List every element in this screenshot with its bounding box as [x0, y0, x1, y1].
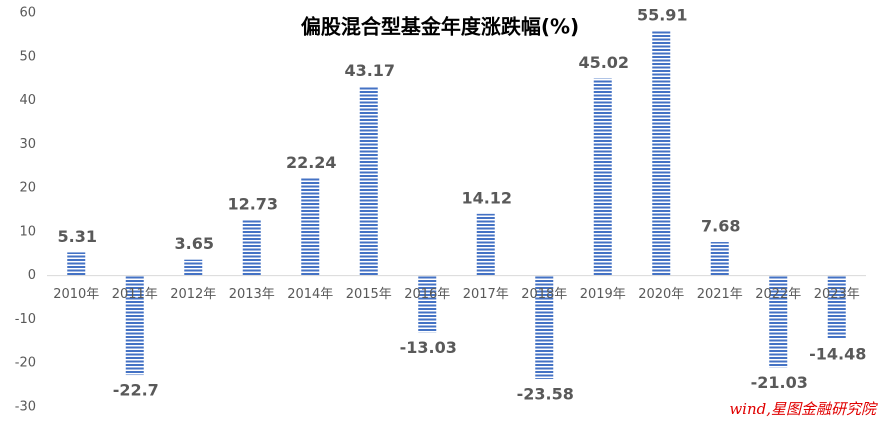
bar: [418, 275, 437, 333]
bar: [301, 178, 320, 276]
y-tick-label: 0: [28, 268, 36, 283]
y-tick-label: 60: [19, 6, 36, 21]
x-tick-label: 2023年: [814, 287, 860, 302]
x-tick-label: 2011年: [112, 287, 158, 302]
bar: [242, 219, 261, 276]
value-label: 22.24: [286, 153, 337, 172]
x-tick-label: 2015年: [346, 287, 392, 302]
bar: [535, 275, 554, 379]
bar: [184, 259, 203, 276]
x-tick-label: 2020年: [638, 287, 684, 302]
value-label: 14.12: [461, 188, 512, 207]
chart-title: 偏股混合型基金年度涨跌幅(%): [301, 15, 579, 39]
x-tick-label: 2021年: [697, 287, 743, 302]
bar: [593, 78, 612, 276]
value-label: 45.02: [578, 53, 629, 72]
x-tick-label: 2018年: [521, 287, 567, 302]
y-tick-label: 50: [19, 49, 36, 64]
bar: [769, 275, 788, 368]
value-label: -14.48: [809, 345, 866, 364]
bar: [125, 275, 144, 376]
value-label: 43.17: [344, 61, 395, 80]
value-label: 12.73: [227, 194, 278, 213]
x-tick-label: 2016年: [404, 287, 450, 302]
bar: [476, 213, 495, 276]
bar: [359, 86, 378, 276]
value-label: -22.7: [113, 381, 159, 400]
bar: [652, 30, 671, 276]
y-tick-label: 40: [19, 93, 36, 108]
x-tick-label: 2012年: [170, 287, 216, 302]
x-tick-label: 2019年: [580, 287, 626, 302]
value-label: 5.31: [58, 227, 97, 246]
y-tick-label: -10: [15, 312, 36, 327]
x-tick-label: 2017年: [463, 287, 509, 302]
value-label: 55.91: [637, 5, 688, 24]
value-label: -21.03: [751, 373, 808, 392]
y-tick-label: 10: [19, 224, 36, 239]
bar: [67, 252, 86, 276]
value-label: -23.58: [517, 384, 574, 403]
y-tick-label: 30: [19, 137, 36, 152]
y-tick-label: -20: [15, 356, 36, 371]
x-tick-label: 2022年: [755, 287, 801, 302]
y-tick-label: -30: [15, 400, 36, 415]
value-label: 7.68: [701, 217, 740, 236]
x-tick-label: 2013年: [229, 287, 275, 302]
x-tick-label: 2014年: [287, 287, 333, 302]
x-tick-label: 2010年: [53, 287, 99, 302]
value-label: 3.65: [175, 234, 214, 253]
source-note: wind,星图金融研究院: [729, 400, 878, 418]
bar: [710, 242, 729, 276]
bar: [827, 275, 846, 340]
value-label: -13.03: [400, 338, 457, 357]
y-tick-label: 20: [19, 181, 36, 196]
